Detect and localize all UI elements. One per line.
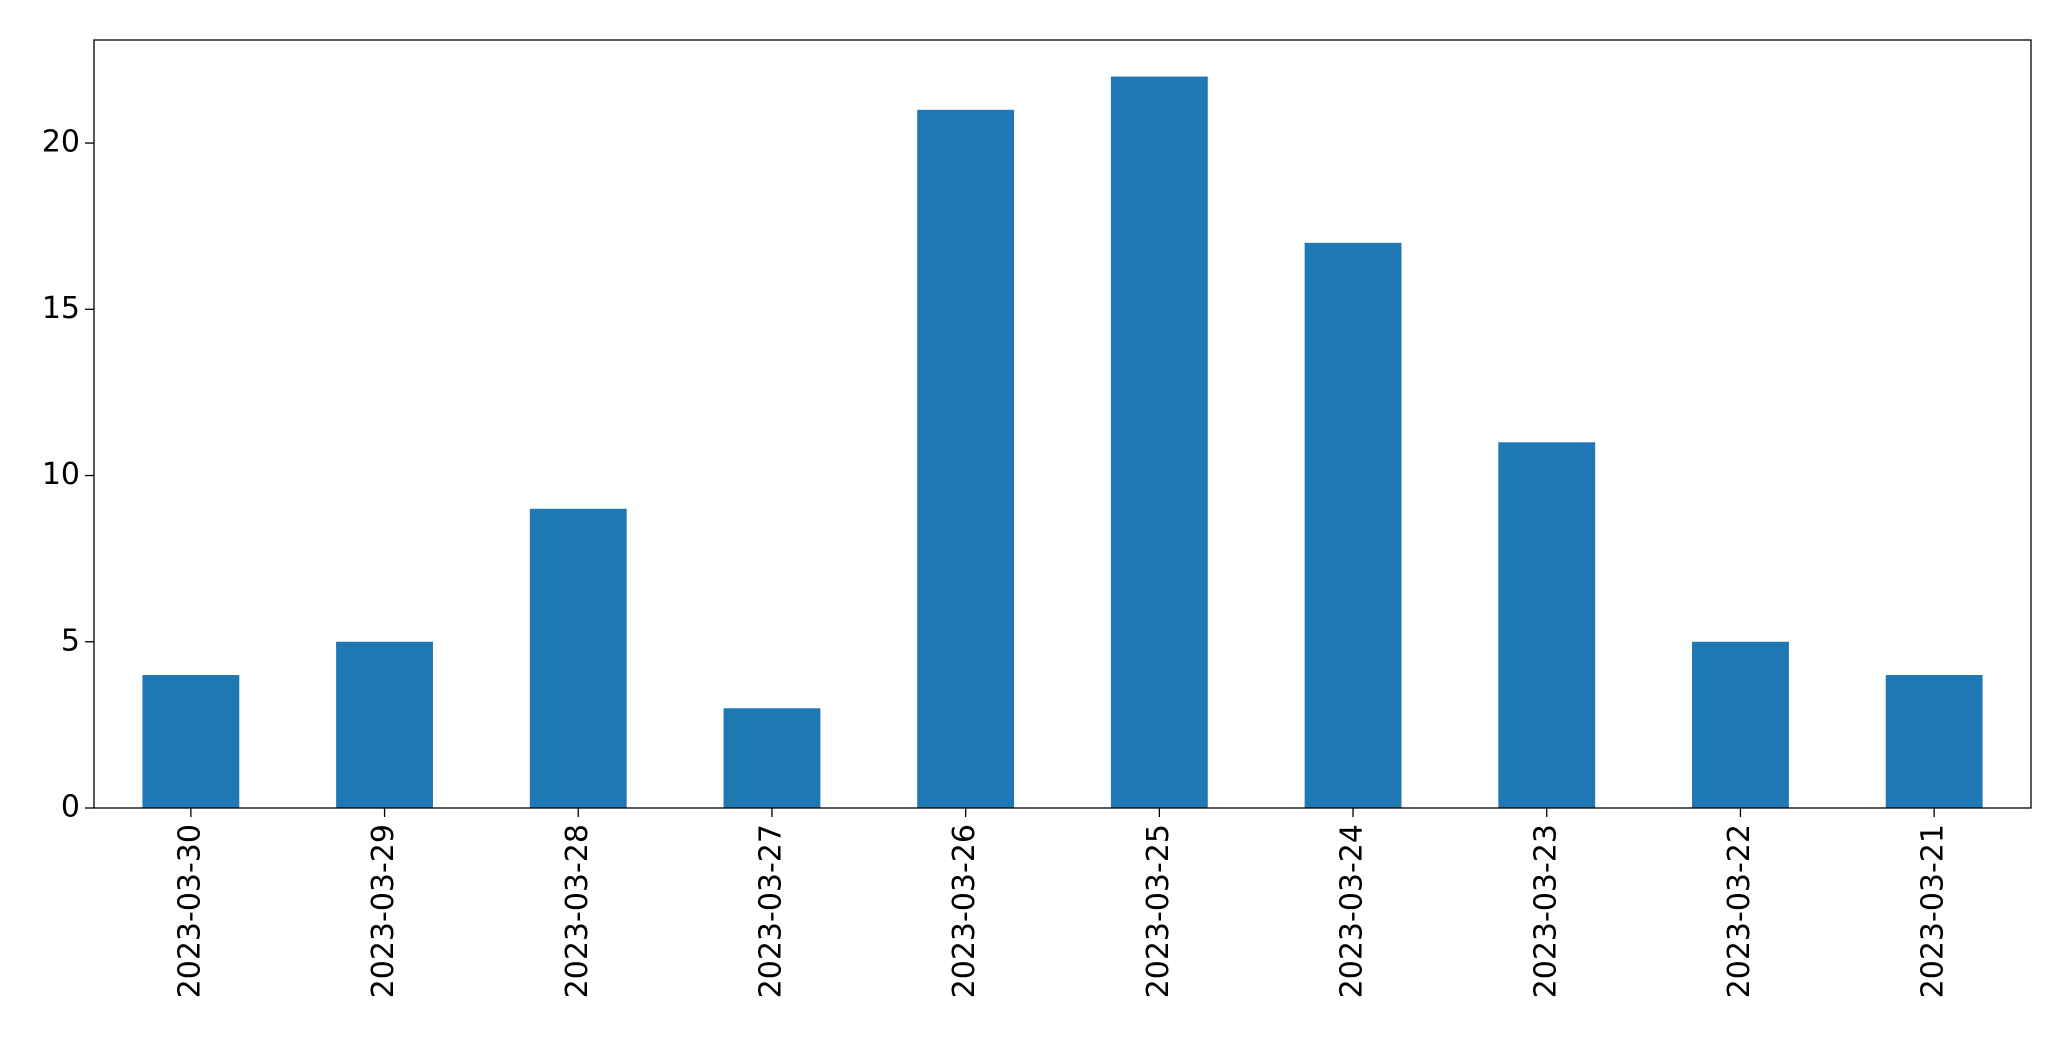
bar: [1304, 242, 1402, 809]
x-tick-label: 2023-03-25: [1141, 824, 1176, 998]
x-tick-label: 2023-03-26: [947, 824, 982, 998]
y-tick-label: 0: [61, 790, 80, 825]
x-tick-label: 2023-03-24: [1335, 824, 1370, 998]
bar: [723, 708, 821, 808]
bar: [1498, 442, 1596, 808]
y-tick-label: 10: [42, 457, 80, 492]
x-tick-label: 2023-03-29: [366, 824, 401, 998]
x-tick-label: 2023-03-22: [1722, 824, 1757, 998]
x-tick-label: 2023-03-28: [560, 824, 595, 998]
bar: [1110, 76, 1208, 809]
x-tick-label: 2023-03-30: [172, 824, 207, 998]
x-tick-label: 2023-03-21: [1916, 824, 1951, 998]
y-tick-label: 5: [61, 623, 80, 658]
bar: [336, 641, 433, 808]
bar: [1885, 675, 1983, 808]
bar: [1692, 641, 1789, 808]
y-tick-label: 15: [42, 291, 80, 326]
x-tick-label: 2023-03-27: [753, 824, 788, 998]
bar: [142, 675, 240, 808]
x-tick-label: 2023-03-23: [1528, 824, 1563, 998]
y-tick-label: 20: [42, 125, 80, 160]
plot-frame: [93, 39, 2032, 809]
bar: [529, 508, 627, 808]
bar: [917, 109, 1015, 809]
